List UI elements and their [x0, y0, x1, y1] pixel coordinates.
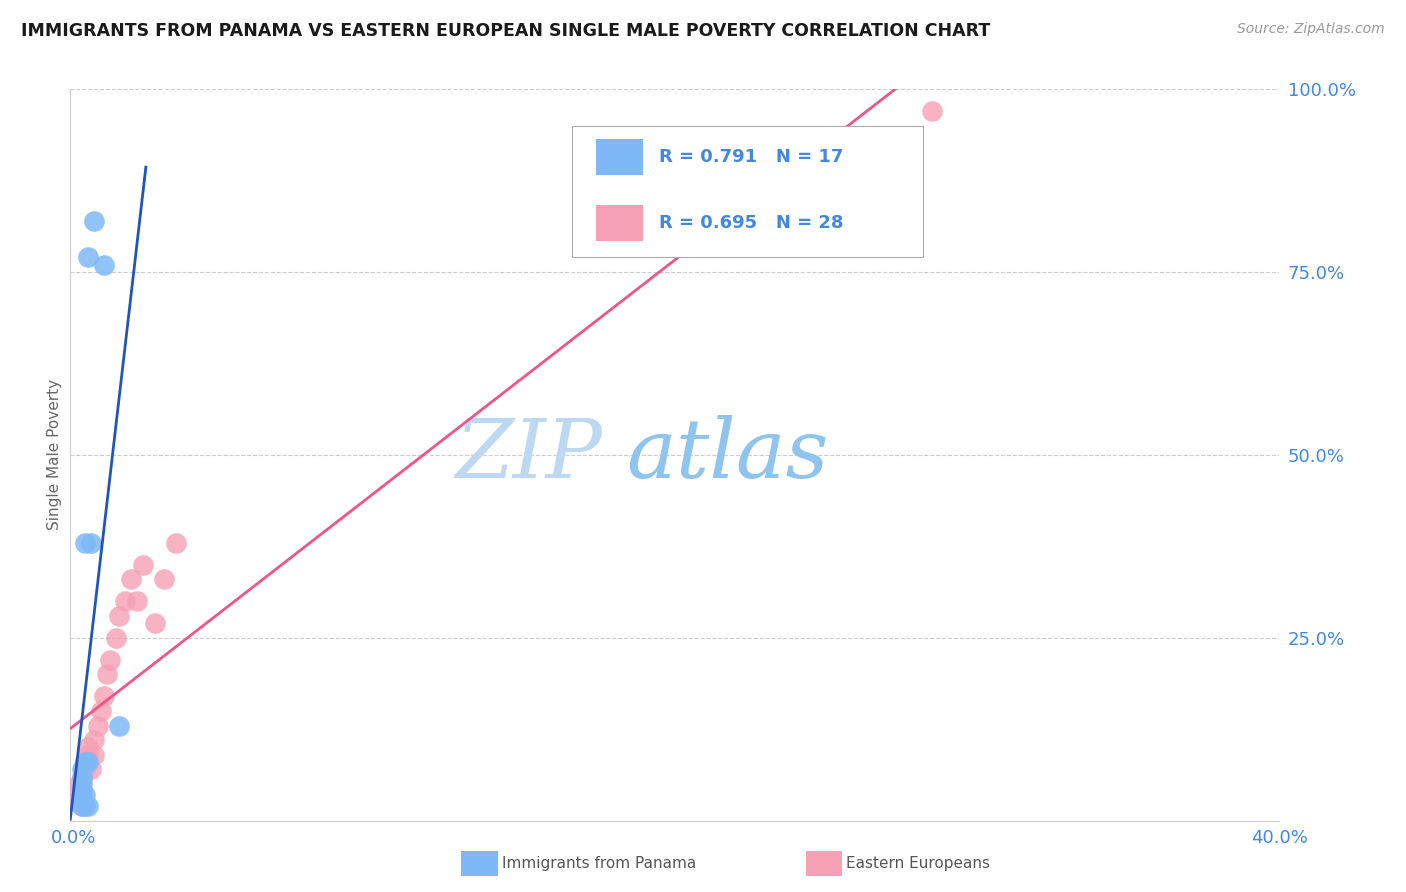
FancyBboxPatch shape — [572, 126, 922, 258]
Point — [72, 784, 94, 798]
Point — [83, 747, 105, 762]
Text: Source: ZipAtlas.com: Source: ZipAtlas.com — [1237, 22, 1385, 37]
Point — [143, 616, 166, 631]
Point — [98, 653, 121, 667]
Point — [86, 718, 108, 732]
Point — [96, 667, 118, 681]
Point — [72, 770, 94, 784]
Point — [72, 773, 94, 788]
Point — [107, 608, 129, 623]
Point — [72, 791, 94, 805]
Text: R = 0.695   N = 28: R = 0.695 N = 28 — [659, 214, 844, 232]
Point — [107, 718, 129, 732]
Point — [75, 799, 97, 814]
Point — [75, 788, 97, 802]
Point — [80, 535, 103, 549]
FancyBboxPatch shape — [596, 205, 644, 241]
Text: 0.0%: 0.0% — [51, 829, 96, 847]
Point — [67, 784, 90, 798]
Point — [77, 251, 100, 265]
Point — [65, 796, 87, 810]
Point — [93, 690, 115, 704]
Point — [83, 214, 105, 228]
Point — [165, 535, 187, 549]
Point — [132, 558, 155, 572]
Point — [125, 594, 148, 608]
Point — [120, 572, 142, 586]
Point — [114, 594, 136, 608]
Point — [104, 631, 127, 645]
Text: atlas: atlas — [627, 415, 830, 495]
Point — [72, 770, 94, 784]
Point — [75, 535, 97, 549]
Point — [921, 104, 943, 119]
Point — [77, 799, 100, 814]
Text: Immigrants from Panama: Immigrants from Panama — [502, 856, 696, 871]
Point — [93, 258, 115, 272]
Point — [67, 777, 90, 791]
Point — [83, 733, 105, 747]
Text: ZIP: ZIP — [456, 415, 602, 495]
Text: 40.0%: 40.0% — [1251, 829, 1308, 847]
Point — [77, 740, 100, 755]
Point — [72, 777, 94, 791]
Text: IMMIGRANTS FROM PANAMA VS EASTERN EUROPEAN SINGLE MALE POVERTY CORRELATION CHART: IMMIGRANTS FROM PANAMA VS EASTERN EUROPE… — [21, 22, 990, 40]
Point — [75, 755, 97, 769]
Point — [72, 799, 94, 814]
Point — [72, 763, 94, 777]
Text: R = 0.791   N = 17: R = 0.791 N = 17 — [659, 148, 844, 166]
Y-axis label: Single Male Poverty: Single Male Poverty — [46, 379, 62, 531]
Point — [77, 747, 100, 762]
Point — [75, 755, 97, 769]
Point — [77, 755, 100, 769]
Text: Eastern Europeans: Eastern Europeans — [846, 856, 990, 871]
Point — [153, 572, 176, 586]
FancyBboxPatch shape — [596, 139, 644, 175]
Point — [75, 763, 97, 777]
Point — [90, 704, 111, 718]
Point — [72, 799, 94, 814]
Point — [80, 763, 103, 777]
